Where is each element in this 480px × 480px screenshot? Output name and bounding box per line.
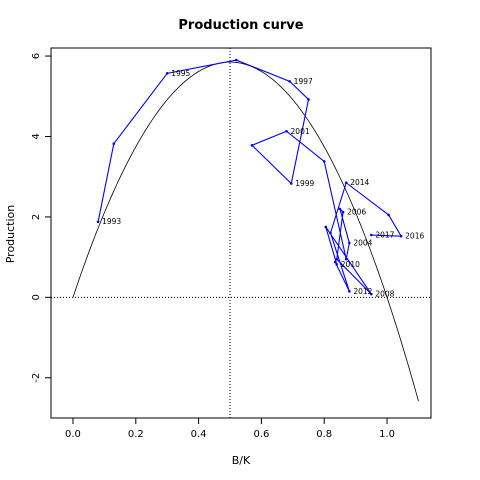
point-label-2012: 2012 xyxy=(353,287,372,296)
x-axis-label: B/K xyxy=(232,454,251,467)
x-tick-label-3: 0.6 xyxy=(253,429,269,440)
point-label-1997: 1997 xyxy=(294,77,313,86)
point-label-2006: 2006 xyxy=(347,208,366,217)
data-point-2008 xyxy=(370,292,373,296)
data-point-2016 xyxy=(399,234,403,238)
data-point-1994 xyxy=(112,142,116,146)
data-point-1997 xyxy=(288,80,291,83)
x-tick-label-0: 0.0 xyxy=(65,429,81,440)
data-point-2011 xyxy=(333,260,337,264)
data-point-2006 xyxy=(341,210,345,214)
y-tick-label-2: 2 xyxy=(31,214,42,220)
plot-area: 0.0 0.2 0.4 0.6 0.8 1.0 -2 0 2 4 6 1993 1995 1997 1999… xyxy=(31,47,432,440)
point-label-2001: 2001 xyxy=(291,127,310,136)
x-tick-label-2: 0.4 xyxy=(191,429,207,440)
data-point-2015 xyxy=(387,213,390,217)
y-tick-label-4: 6 xyxy=(31,53,42,59)
production-curve-line xyxy=(72,61,419,401)
point-label-1993: 1993 xyxy=(102,217,121,226)
data-point-2002 xyxy=(322,160,326,163)
x-tick-label-5: 1.0 xyxy=(379,429,395,440)
data-point-2012 xyxy=(348,290,351,293)
y-tick-label-3: 4 xyxy=(31,133,42,139)
data-point-2003 xyxy=(344,257,348,261)
data-point-2017 xyxy=(370,233,373,237)
data-point-2000 xyxy=(250,144,254,147)
data-point-2004 xyxy=(348,241,351,245)
point-label-2008: 2008 xyxy=(375,290,394,299)
data-point-1999 xyxy=(289,182,293,185)
data-point-2001 xyxy=(285,129,288,133)
point-label-1999: 1999 xyxy=(295,179,314,188)
point-label-2016: 2016 xyxy=(405,232,424,241)
data-point-2014 xyxy=(344,181,348,185)
data-point-2013 xyxy=(329,231,332,235)
data-point-2010 xyxy=(335,263,339,266)
data-point-2009 xyxy=(324,225,328,229)
x-tick-label-4: 0.8 xyxy=(316,429,332,440)
data-point-1998 xyxy=(307,98,310,101)
x-tick-label-1: 0.2 xyxy=(128,429,144,440)
data-point-1993 xyxy=(96,220,100,224)
y-tick-label-1: 0 xyxy=(31,294,42,300)
point-label-2004: 2004 xyxy=(353,239,372,248)
y-tick-label-0: -2 xyxy=(31,373,42,383)
point-label-2017: 2017 xyxy=(375,231,394,240)
point-label-2014: 2014 xyxy=(350,178,369,187)
point-label-1995: 1995 xyxy=(171,69,190,78)
plot-frame xyxy=(50,47,432,419)
data-point-1996 xyxy=(234,58,238,62)
data-point-2005 xyxy=(338,207,342,211)
data-point-2007 xyxy=(335,257,339,261)
y-axis-label: Production xyxy=(4,205,17,264)
chart-title: Production curve xyxy=(178,18,303,33)
data-point-1995 xyxy=(165,72,169,75)
point-label-2010: 2010 xyxy=(341,260,360,269)
